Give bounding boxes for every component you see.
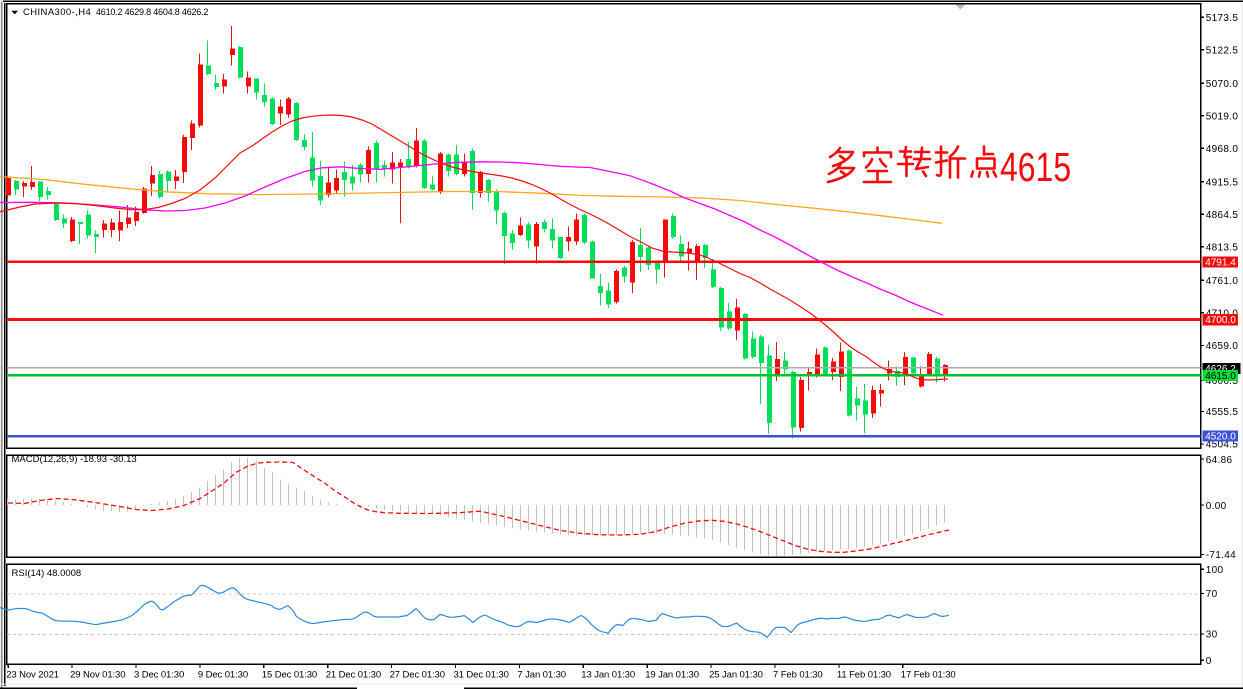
svg-text:CHINA300-,H4: CHINA300-,H4 bbox=[23, 7, 91, 18]
svg-text:4504.5: 4504.5 bbox=[1206, 440, 1239, 451]
svg-text:4915.5: 4915.5 bbox=[1206, 177, 1239, 188]
svg-text:5019.0: 5019.0 bbox=[1206, 111, 1239, 122]
svg-text:4615.0: 4615.0 bbox=[1205, 371, 1236, 382]
svg-text:4813.5: 4813.5 bbox=[1206, 242, 1239, 253]
svg-text:5173.5: 5173.5 bbox=[1206, 13, 1239, 24]
svg-text:19 Jan 01:30: 19 Jan 01:30 bbox=[645, 670, 699, 681]
svg-text:4555.5: 4555.5 bbox=[1206, 407, 1239, 418]
svg-text:15 Dec 01:30: 15 Dec 01:30 bbox=[262, 670, 317, 681]
svg-text:70: 70 bbox=[1206, 589, 1218, 600]
svg-text:23 Nov 2021: 23 Nov 2021 bbox=[6, 670, 59, 681]
svg-text:4700.0: 4700.0 bbox=[1205, 315, 1236, 326]
svg-text:30: 30 bbox=[1206, 630, 1218, 641]
svg-text:-71.44: -71.44 bbox=[1206, 550, 1236, 561]
svg-text:7 Jan 01:30: 7 Jan 01:30 bbox=[517, 670, 566, 681]
svg-text:9 Dec 01:30: 9 Dec 01:30 bbox=[198, 670, 248, 681]
svg-text:5122.5: 5122.5 bbox=[1206, 45, 1239, 56]
svg-text:4968.0: 4968.0 bbox=[1206, 144, 1239, 155]
svg-text:31 Dec 01:30: 31 Dec 01:30 bbox=[454, 670, 509, 681]
svg-text:4626.2: 4626.2 bbox=[1205, 364, 1236, 375]
svg-text:RSI(14) 48.0008: RSI(14) 48.0008 bbox=[12, 568, 82, 579]
svg-text:7 Feb 01:30: 7 Feb 01:30 bbox=[773, 670, 823, 681]
svg-text:4864.5: 4864.5 bbox=[1206, 210, 1239, 221]
svg-text:3 Dec 01:30: 3 Dec 01:30 bbox=[134, 670, 184, 681]
svg-text:27 Dec 01:30: 27 Dec 01:30 bbox=[390, 670, 445, 681]
svg-text:4761.0: 4761.0 bbox=[1206, 276, 1239, 287]
svg-text:64.86: 64.86 bbox=[1206, 455, 1233, 466]
svg-text:21 Dec 01:30: 21 Dec 01:30 bbox=[326, 670, 381, 681]
svg-text:25 Jan 01:30: 25 Jan 01:30 bbox=[709, 670, 763, 681]
svg-text:5070.0: 5070.0 bbox=[1206, 79, 1239, 90]
svg-text:17 Feb 01:30: 17 Feb 01:30 bbox=[901, 670, 956, 681]
svg-text:4710.0: 4710.0 bbox=[1206, 308, 1239, 319]
svg-text:0: 0 bbox=[1206, 656, 1212, 667]
svg-text:0.00: 0.00 bbox=[1206, 501, 1227, 512]
svg-text:4610.2 4629.8 4604.8 4626.2: 4610.2 4629.8 4604.8 4626.2 bbox=[96, 7, 208, 17]
svg-text:29 Nov 01:30: 29 Nov 01:30 bbox=[70, 670, 125, 681]
svg-text:13 Jan 01:30: 13 Jan 01:30 bbox=[581, 670, 635, 681]
svg-text:11 Feb 01:30: 11 Feb 01:30 bbox=[837, 670, 891, 681]
svg-text:100: 100 bbox=[1206, 565, 1224, 576]
svg-text:4659.0: 4659.0 bbox=[1206, 341, 1239, 352]
svg-text:4606.5: 4606.5 bbox=[1206, 376, 1239, 387]
svg-text:MACD(12,26,9) -18.93 -30.13: MACD(12,26,9) -18.93 -30.13 bbox=[12, 454, 137, 465]
svg-text:4520.0: 4520.0 bbox=[1205, 431, 1236, 442]
svg-text:4791.4: 4791.4 bbox=[1205, 257, 1236, 268]
svg-text:4615: 4615 bbox=[1000, 144, 1071, 190]
